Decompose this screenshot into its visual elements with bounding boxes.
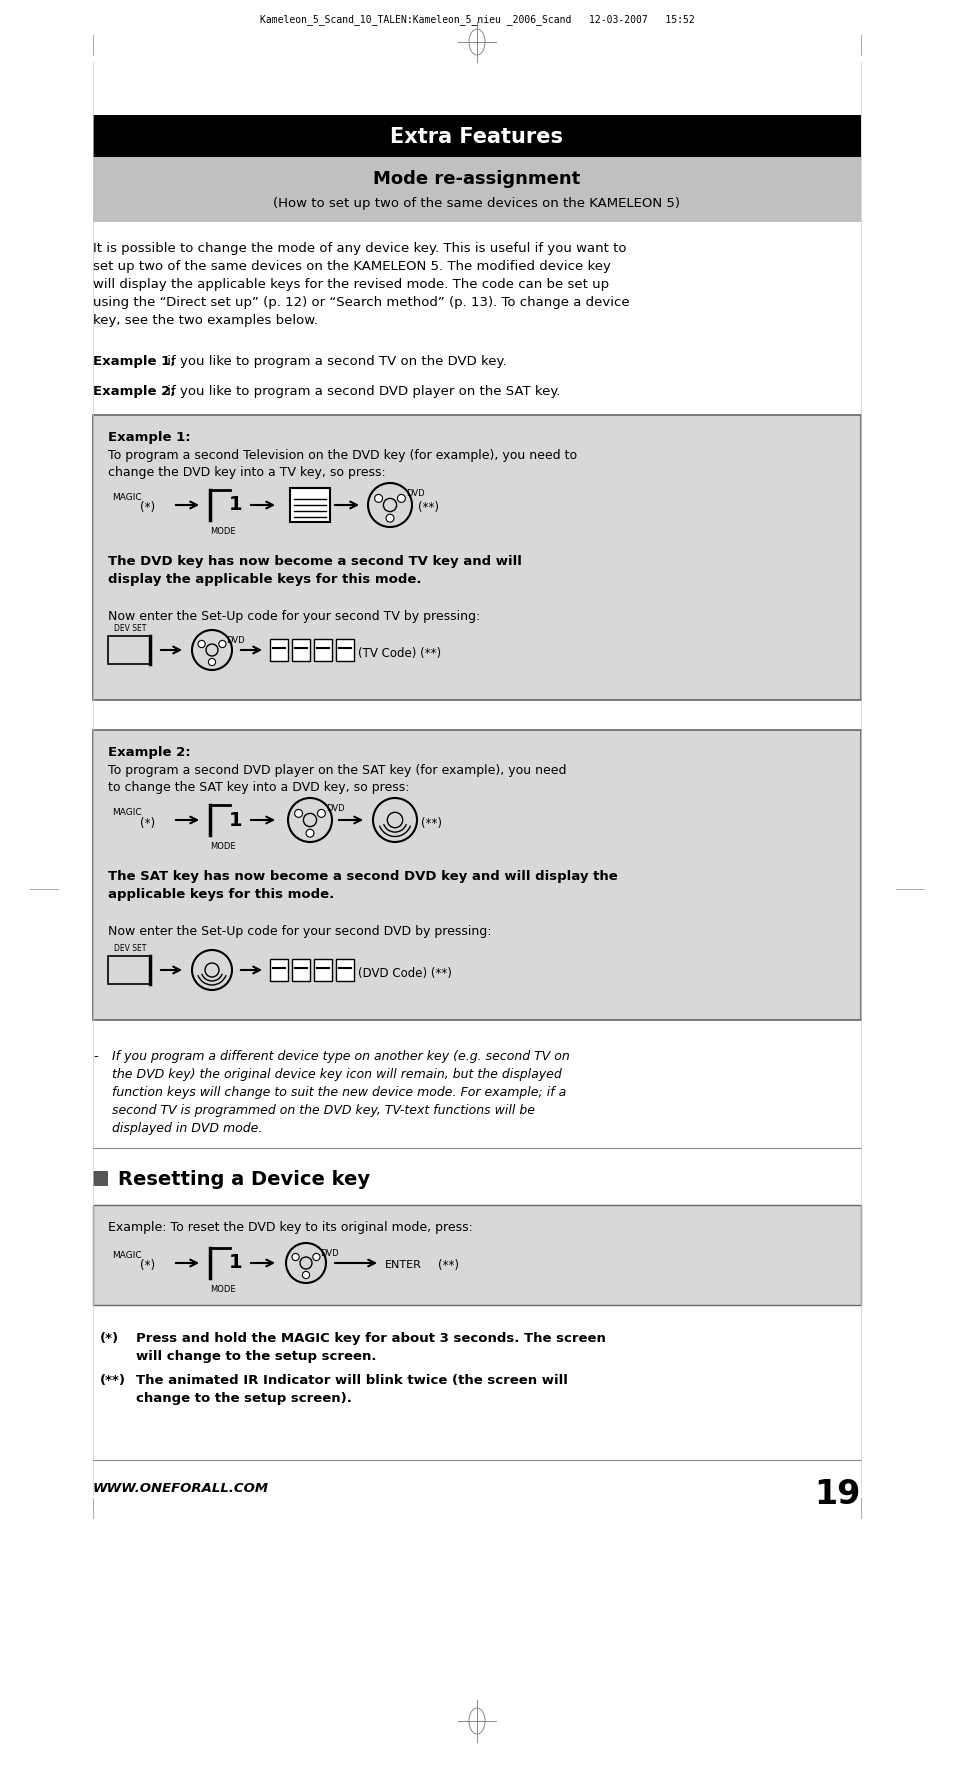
Text: MAGIC: MAGIC — [112, 493, 141, 501]
Bar — [92, 731, 861, 1021]
Circle shape — [208, 658, 215, 665]
Text: (*): (*) — [140, 1259, 155, 1273]
Text: Resetting a Device key: Resetting a Device key — [118, 1170, 370, 1189]
Circle shape — [386, 514, 394, 523]
Circle shape — [198, 640, 205, 647]
Bar — [92, 414, 861, 701]
Text: MAGIC: MAGIC — [112, 1252, 141, 1261]
Text: (*): (*) — [140, 816, 155, 830]
Text: DVD: DVD — [326, 804, 344, 813]
Text: displayed in DVD mode.: displayed in DVD mode. — [112, 1122, 262, 1134]
Text: The DVD key has now become a second TV key and will: The DVD key has now become a second TV k… — [108, 555, 521, 567]
Bar — [292, 638, 310, 661]
Text: Example: To reset the DVD key to its original mode, press:: Example: To reset the DVD key to its ori… — [108, 1221, 473, 1234]
Text: DEV SET: DEV SET — [113, 944, 146, 953]
Bar — [335, 638, 354, 661]
Text: Now enter the Set-Up code for your second DVD by pressing:: Now enter the Set-Up code for your secon… — [108, 925, 491, 939]
Text: (**): (**) — [437, 1259, 458, 1273]
Circle shape — [313, 1253, 319, 1261]
Text: Example 1:: Example 1: — [108, 430, 191, 444]
Text: The SAT key has now become a second DVD key and will display the: The SAT key has now become a second DVD … — [108, 869, 618, 884]
Circle shape — [294, 809, 302, 818]
Text: (**): (**) — [100, 1374, 126, 1387]
Bar — [314, 638, 332, 661]
Text: To program a second DVD player on the SAT key (for example), you need: To program a second DVD player on the SA… — [108, 765, 566, 777]
Text: (DVD Code) (**): (DVD Code) (**) — [357, 967, 452, 980]
Text: Extra Features: Extra Features — [390, 126, 563, 148]
Bar — [92, 156, 861, 222]
Text: key, see the two examples below.: key, see the two examples below. — [92, 315, 317, 327]
Text: Example 2;: Example 2; — [92, 386, 175, 398]
Bar — [335, 958, 354, 981]
Bar — [290, 487, 330, 523]
Text: (*): (*) — [140, 501, 155, 514]
Bar — [92, 1330, 861, 1421]
Text: The animated IR Indicator will blink twice (the screen will: The animated IR Indicator will blink twi… — [136, 1374, 567, 1387]
Bar — [92, 116, 861, 156]
Circle shape — [292, 1253, 299, 1261]
Text: (**): (**) — [417, 501, 438, 514]
Text: display the applicable keys for this mode.: display the applicable keys for this mod… — [108, 573, 421, 587]
Circle shape — [302, 1271, 310, 1278]
Text: Example 1;: Example 1; — [92, 356, 175, 368]
Text: DVD: DVD — [319, 1248, 338, 1259]
Text: If you program a different device type on another key (e.g. second TV on: If you program a different device type o… — [112, 1051, 569, 1063]
Circle shape — [397, 494, 405, 503]
Text: change the DVD key into a TV key, so press:: change the DVD key into a TV key, so pre… — [108, 466, 385, 478]
Text: MODE: MODE — [210, 526, 235, 535]
Text: DVD: DVD — [406, 489, 424, 498]
Text: using the “Direct set up” (p. 12) or “Search method” (p. 13). To change a device: using the “Direct set up” (p. 12) or “Se… — [92, 295, 629, 309]
Bar — [270, 638, 288, 661]
Text: It is possible to change the mode of any device key. This is useful if you want : It is possible to change the mode of any… — [92, 242, 626, 254]
Text: (TV Code) (**): (TV Code) (**) — [357, 647, 440, 660]
Text: applicable keys for this mode.: applicable keys for this mode. — [108, 887, 334, 901]
Text: -: - — [92, 1051, 97, 1063]
Circle shape — [306, 829, 314, 837]
Bar — [270, 958, 288, 981]
Text: set up two of the same devices on the KAMELEON 5. The modified device key: set up two of the same devices on the KA… — [92, 260, 610, 274]
Bar — [292, 958, 310, 981]
Circle shape — [317, 809, 325, 818]
Bar — [92, 1172, 108, 1186]
Text: 1: 1 — [229, 496, 243, 514]
Text: change to the setup screen).: change to the setup screen). — [136, 1392, 352, 1405]
Circle shape — [375, 494, 382, 503]
Text: the DVD key) the original device key icon will remain, but the displayed: the DVD key) the original device key ico… — [112, 1069, 561, 1081]
Text: DEV SET: DEV SET — [113, 624, 146, 633]
Text: To program a second Television on the DVD key (for example), you need to: To program a second Television on the DV… — [108, 450, 577, 462]
Text: will change to the setup screen.: will change to the setup screen. — [136, 1350, 376, 1364]
Text: Example 2:: Example 2: — [108, 747, 191, 759]
Bar — [108, 637, 150, 663]
Bar — [92, 1205, 861, 1305]
Text: (*): (*) — [100, 1332, 119, 1344]
Text: second TV is programmed on the DVD key, TV-text functions will be: second TV is programmed on the DVD key, … — [112, 1104, 535, 1117]
Text: MODE: MODE — [210, 1285, 235, 1294]
Text: if you like to program a second TV on the DVD key.: if you like to program a second TV on th… — [163, 356, 506, 368]
Text: function keys will change to suit the new device mode. For example; if a: function keys will change to suit the ne… — [112, 1086, 566, 1099]
Text: (**): (**) — [420, 816, 441, 830]
Text: Now enter the Set-Up code for your second TV by pressing:: Now enter the Set-Up code for your secon… — [108, 610, 479, 622]
Text: MODE: MODE — [210, 843, 235, 852]
Text: 1: 1 — [229, 811, 243, 830]
Text: if you like to program a second DVD player on the SAT key.: if you like to program a second DVD play… — [163, 386, 560, 398]
Text: ENTER: ENTER — [385, 1261, 421, 1269]
Bar — [314, 958, 332, 981]
Text: WWW.ONEFORALL.COM: WWW.ONEFORALL.COM — [92, 1483, 269, 1495]
Bar — [108, 957, 150, 983]
Text: Press and hold the MAGIC key for about 3 seconds. The screen: Press and hold the MAGIC key for about 3… — [136, 1332, 605, 1344]
Text: DVD: DVD — [226, 637, 244, 645]
Text: (How to set up two of the same devices on the KAMELEON 5): (How to set up two of the same devices o… — [274, 197, 679, 210]
Text: will display the applicable keys for the revised mode. The code can be set up: will display the applicable keys for the… — [92, 277, 608, 292]
Text: Kameleon_5_Scand_10_TALEN:Kameleon_5_nieu _2006_Scand   12-03-2007   15:52: Kameleon_5_Scand_10_TALEN:Kameleon_5_nie… — [259, 14, 694, 25]
Text: 1: 1 — [229, 1253, 243, 1273]
Text: MAGIC: MAGIC — [112, 807, 141, 818]
Text: to change the SAT key into a DVD key, so press:: to change the SAT key into a DVD key, so… — [108, 781, 409, 795]
Circle shape — [218, 640, 226, 647]
Text: 19: 19 — [814, 1478, 861, 1511]
Text: Mode re-assignment: Mode re-assignment — [373, 171, 580, 188]
